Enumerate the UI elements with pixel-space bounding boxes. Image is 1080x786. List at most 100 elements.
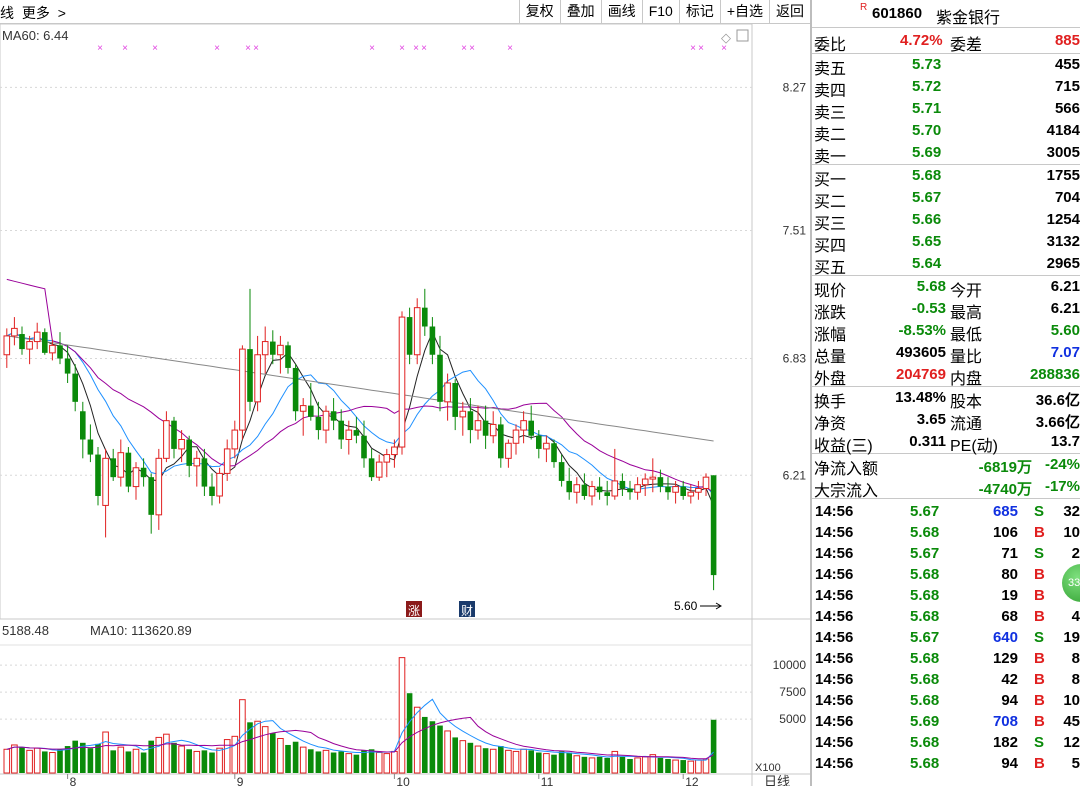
volume-bar[interactable] <box>201 750 208 773</box>
candle-body[interactable] <box>26 341 33 350</box>
candle-body[interactable] <box>680 486 686 496</box>
volume-bar[interactable] <box>95 743 101 773</box>
volume-bar[interactable] <box>444 730 451 774</box>
candle-body[interactable] <box>155 457 163 516</box>
candle-body[interactable] <box>231 429 239 450</box>
volume-bar[interactable] <box>72 740 78 773</box>
candle-body[interactable] <box>611 480 619 497</box>
candle-body[interactable] <box>588 486 596 497</box>
candle-body[interactable] <box>437 354 443 402</box>
fuquan-button[interactable]: 复权 <box>518 0 560 24</box>
volume-bar[interactable] <box>687 760 695 774</box>
volume-bar[interactable] <box>657 757 664 773</box>
volume-bar[interactable] <box>132 748 140 774</box>
volume-bar[interactable] <box>87 748 94 773</box>
add-watchlist-button[interactable]: +自选 <box>719 0 769 24</box>
volume-bar[interactable] <box>330 752 337 773</box>
candle-body[interactable] <box>467 411 474 431</box>
candle-body[interactable] <box>64 358 71 374</box>
volume-bar[interactable] <box>604 757 610 773</box>
candle-body[interactable] <box>49 344 56 354</box>
candle-body[interactable] <box>110 458 116 478</box>
mark-button[interactable]: 标记 <box>678 0 720 24</box>
volume-bar[interactable] <box>452 737 458 773</box>
kline-svg[interactable]: MA60: 6.44 ◇ 8.277.516.836.21 × × × × × × × × × ×… <box>0 23 810 786</box>
candle-body[interactable] <box>413 307 421 356</box>
trade-row[interactable]: 14:56 5.68 68 B 4 <box>812 606 1080 627</box>
candle-body[interactable] <box>117 452 125 478</box>
candle-body[interactable] <box>254 354 261 403</box>
candle-body[interactable] <box>687 491 695 497</box>
candle-body[interactable] <box>95 454 101 496</box>
candle-body[interactable] <box>193 457 201 467</box>
volume-bar[interactable] <box>406 693 413 773</box>
volume-bar[interactable] <box>178 745 185 774</box>
volume-bar[interactable] <box>422 716 428 773</box>
candle-body[interactable] <box>57 345 63 359</box>
candle-body[interactable] <box>361 435 367 459</box>
candle-body[interactable] <box>627 488 633 493</box>
volume-bar[interactable] <box>19 747 25 773</box>
candle-body[interactable] <box>665 486 671 493</box>
candle-body[interactable] <box>702 476 710 489</box>
volume-bar[interactable] <box>649 754 657 774</box>
candle-body[interactable] <box>459 410 467 418</box>
volume-bar[interactable] <box>413 706 421 774</box>
volume-bar[interactable] <box>528 750 534 773</box>
volume-bar[interactable] <box>163 733 170 774</box>
volume-bar[interactable] <box>299 746 307 774</box>
diamond-icon[interactable]: ◇ <box>721 30 731 45</box>
candle-body[interactable] <box>634 484 641 493</box>
volume-bar[interactable] <box>611 750 619 774</box>
candle-body[interactable] <box>368 458 375 478</box>
candle-body[interactable] <box>649 476 657 480</box>
candle-body[interactable] <box>672 486 679 493</box>
volume-bar[interactable] <box>277 737 284 774</box>
candle-body[interactable] <box>285 345 291 368</box>
volume-bar[interactable] <box>520 748 527 774</box>
volume-bar[interactable] <box>383 753 391 774</box>
candle-body[interactable] <box>299 405 307 412</box>
volume-bar[interactable] <box>551 754 557 773</box>
more-menu-button[interactable]: 更多 > <box>21 5 66 21</box>
candle-body[interactable] <box>132 467 140 488</box>
maximize-icon[interactable] <box>736 29 749 42</box>
period-label[interactable]: 日线 <box>764 774 790 786</box>
volume-bar[interactable] <box>315 751 322 773</box>
candle-body[interactable] <box>641 478 649 486</box>
volume-bar[interactable] <box>42 751 48 773</box>
trade-row[interactable]: 14:56 5.68 94 B 5 <box>812 753 1080 774</box>
volume-bar[interactable] <box>634 757 641 774</box>
candle-body[interactable] <box>581 484 588 496</box>
trade-row[interactable]: 14:56 5.67 640 S 19 <box>812 627 1080 648</box>
candle-body[interactable] <box>391 446 398 456</box>
volume-bar[interactable] <box>345 753 353 774</box>
volume-bar[interactable] <box>702 758 710 774</box>
candle-body[interactable] <box>261 341 269 356</box>
candle-body[interactable] <box>80 411 86 440</box>
buy-order-row[interactable]: 买三 5.66 1254 <box>812 209 1080 233</box>
candle-body[interactable] <box>19 334 25 350</box>
volume-bar[interactable] <box>459 740 467 774</box>
candle-body[interactable] <box>216 472 223 497</box>
candle-body[interactable] <box>452 383 458 417</box>
volume-bar[interactable] <box>429 721 436 773</box>
volume-bar[interactable] <box>223 739 231 774</box>
candle-body[interactable] <box>277 344 284 356</box>
candle-body[interactable] <box>551 443 557 463</box>
volume-bar[interactable] <box>665 758 671 773</box>
candle-body[interactable] <box>573 484 581 493</box>
volume-bar[interactable] <box>710 719 717 773</box>
candle-body[interactable] <box>178 439 185 450</box>
back-button[interactable]: 返回 <box>769 0 810 24</box>
volume-bar[interactable] <box>368 749 375 773</box>
volume-bar[interactable] <box>641 756 649 774</box>
volume-bar[interactable] <box>588 757 596 774</box>
candle-body[interactable] <box>398 316 406 448</box>
candle-body[interactable] <box>422 307 428 327</box>
volume-bar[interactable] <box>353 754 360 773</box>
volume-bar[interactable] <box>216 747 223 774</box>
candle-body[interactable] <box>171 420 177 449</box>
candle-body[interactable] <box>42 332 48 353</box>
candle-body[interactable] <box>247 349 253 402</box>
